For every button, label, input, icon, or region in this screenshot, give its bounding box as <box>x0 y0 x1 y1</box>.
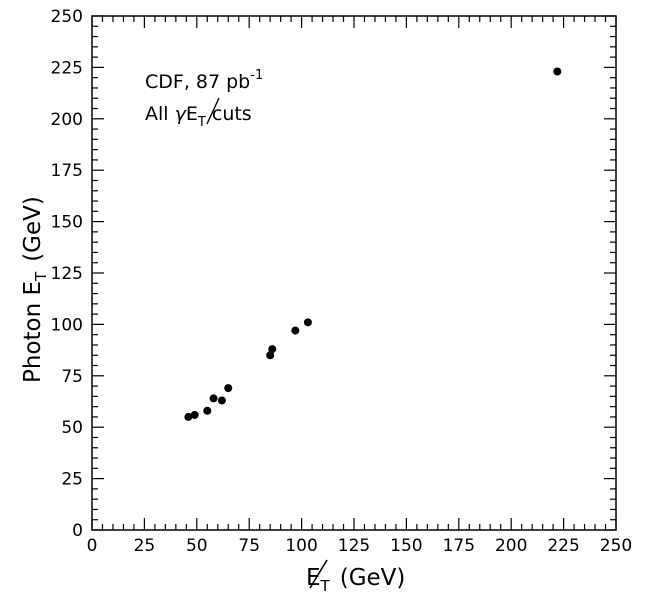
annotation-line-1: CDF, 87 pb-1 <box>145 68 263 93</box>
y-tick-label: 250 <box>51 7 83 27</box>
y-tick-label: 175 <box>51 161 83 181</box>
x-tick-label: 250 <box>600 536 632 556</box>
x-tick-label: 150 <box>390 536 422 556</box>
data-points <box>184 67 562 421</box>
y-tick-label: 0 <box>72 521 83 541</box>
data-point <box>190 410 199 419</box>
data-point <box>217 396 226 405</box>
x-tick-label: 125 <box>338 536 370 556</box>
y-tick-label: 100 <box>51 315 83 335</box>
x-tick-label: 0 <box>87 536 98 556</box>
data-point <box>203 406 212 415</box>
y-tick-label: 225 <box>51 58 83 78</box>
y-tick-label: 50 <box>61 418 83 438</box>
y-tick-label: 25 <box>61 470 83 490</box>
data-point <box>224 384 233 393</box>
met-slash <box>309 559 328 589</box>
data-point <box>209 394 218 403</box>
annotation-line-2: All γET cuts <box>145 97 252 130</box>
x-tick-label: 175 <box>443 536 475 556</box>
y-axis-title: Photon ET(GeV) <box>20 196 50 383</box>
y-tick-label: 150 <box>51 213 83 233</box>
y-tick-label: 200 <box>51 110 83 130</box>
x-tick-label: 50 <box>186 536 208 556</box>
met-slash <box>206 97 220 125</box>
data-point <box>268 345 277 354</box>
data-point <box>266 351 275 360</box>
x-tick-label: 225 <box>547 536 579 556</box>
y-tick-label: 125 <box>51 264 83 284</box>
x-tick-label: 25 <box>134 536 156 556</box>
y-tick-label: 75 <box>61 367 83 387</box>
svg-text:All γET cuts: All γET cuts <box>145 103 252 130</box>
plot-frame <box>91 15 617 531</box>
x-tick-label: 100 <box>285 536 317 556</box>
axis-tick-labels: 0 25 50 75 100 125 150 175 200 225 250 0 25 50 75 100 12… <box>51 7 633 556</box>
data-point <box>303 318 312 327</box>
axis-ticks <box>91 15 617 531</box>
data-point <box>291 326 300 335</box>
svg-text:ET(GeV): ET (GeV) <box>306 565 405 592</box>
data-point <box>553 67 562 76</box>
x-tick-label: 75 <box>238 536 260 556</box>
data-point <box>184 412 193 421</box>
x-tick-label: 200 <box>495 536 527 556</box>
x-axis-title: ET (GeV) <box>306 559 405 592</box>
